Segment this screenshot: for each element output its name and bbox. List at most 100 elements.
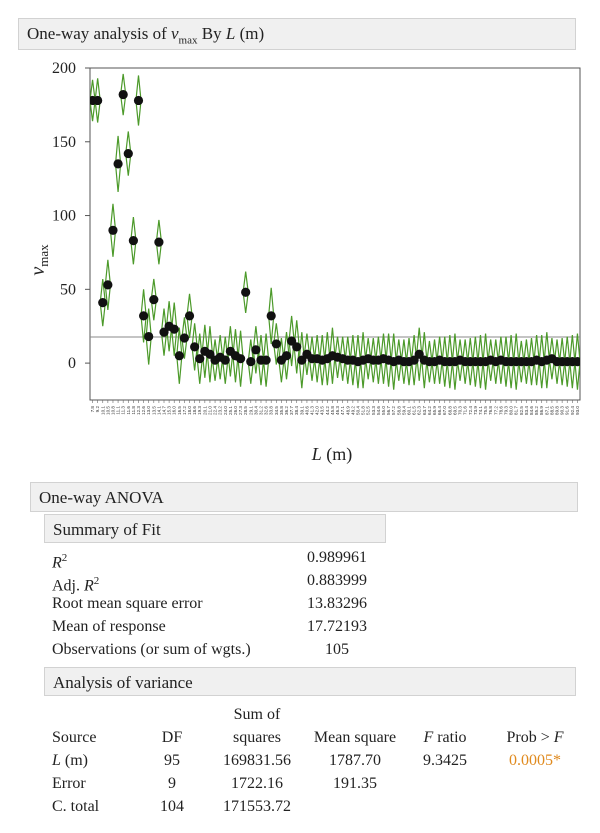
plot-area (90, 73, 580, 390)
x-tick-label: 20.1 (202, 406, 207, 415)
means-diamond (313, 335, 321, 383)
means-diamond (206, 326, 214, 383)
fit-label: R (84, 577, 94, 595)
x-tick-label: 18.0 (187, 406, 192, 415)
means-diamond (344, 336, 351, 384)
means-diamond (507, 335, 515, 389)
means-diamond (436, 336, 443, 384)
title-xvar: L (225, 24, 236, 43)
means-diamond (237, 330, 244, 387)
means-diamond (94, 78, 101, 123)
data-point (138, 311, 149, 321)
means-diamond (365, 337, 372, 380)
row-f: 9.3425 (423, 752, 467, 769)
title-yvar: v (171, 24, 179, 43)
row-df: 104 (160, 798, 184, 815)
x-tick-label: 64.2 (427, 406, 432, 415)
means-diamond (125, 131, 132, 176)
col-source: Source (52, 729, 97, 746)
fit-value: 0.883999 (307, 572, 367, 589)
means-diamond (155, 219, 163, 265)
x-tick-label: 19.3 (197, 406, 202, 415)
means-diamond (262, 333, 270, 387)
anova-header: One-way ANOVA (30, 482, 578, 512)
means-diamond (380, 333, 387, 384)
x-tick-label: 11.8 (131, 406, 136, 415)
x-tick-label: 86.9 (539, 406, 544, 415)
means-diamond (472, 336, 479, 387)
means-diamond (99, 278, 106, 327)
fit-label: Mean of response (52, 618, 166, 635)
x-tick-label: 75.5 (483, 406, 488, 415)
x-tick-label: 38.4 (294, 406, 299, 415)
x-tick-label: 37.7 (289, 406, 294, 415)
means-diamond (135, 75, 142, 126)
plot-title: One-way analysis of vmax By L (m) (18, 18, 576, 50)
means-diamond (298, 332, 305, 389)
y-tick-label: 150 (52, 134, 76, 151)
means-diamond (171, 302, 178, 356)
x-tick-label: 44.2 (325, 406, 330, 415)
data-point (235, 354, 246, 364)
data-point (103, 280, 113, 290)
means-diamond (227, 326, 234, 377)
means-diamond (405, 337, 413, 386)
x-tick-label: 53.3 (371, 406, 376, 415)
data-point (174, 351, 184, 361)
y-tick-label: 200 (52, 60, 76, 77)
x-tick-label: 54.6 (376, 406, 381, 415)
means-diamond (513, 333, 520, 390)
means-diamond (462, 339, 469, 384)
fit-label: Root mean square error (52, 595, 203, 612)
data-point (220, 355, 230, 365)
fit-row-adj-r2: Adj. R2 0.883999 (52, 570, 392, 595)
plot-frame (89, 67, 581, 401)
means-diamond (482, 333, 489, 390)
col-p-italic: F (553, 729, 564, 746)
row-source: Error (52, 775, 86, 792)
means-diamond (451, 333, 459, 390)
col-ms: Mean square (313, 729, 397, 746)
data-point (144, 331, 154, 342)
x-tick-label: 79.3 (503, 406, 508, 415)
x-tick-label: 34.5 (274, 406, 279, 415)
data-point (154, 237, 164, 247)
x-tick-label: 74.1 (478, 406, 483, 415)
data-point (108, 225, 118, 235)
row-prob: 0.0005* (509, 752, 561, 769)
means-diamond (395, 339, 402, 381)
x-tick-label: 87.1 (544, 406, 549, 415)
means-diamond (242, 271, 249, 314)
col-prob: Prob > F (492, 727, 578, 749)
means-diamond (114, 135, 122, 193)
x-tick-label: 45.8 (330, 406, 335, 415)
title-unit: (m) (235, 24, 265, 43)
fit-value: 0.989961 (307, 549, 367, 566)
x-tick-label: 25.1 (228, 406, 233, 415)
data-point (241, 287, 251, 297)
data-point (292, 342, 302, 352)
x-tick-label: 7.8 (90, 406, 95, 413)
x-tick-label: 81.7 (514, 406, 519, 415)
means-diamond (150, 278, 157, 321)
means-diamond (354, 335, 362, 389)
x-tick-label: 69.5 (452, 406, 457, 415)
x-tick-label: 9.2 (95, 406, 100, 413)
means-diamond (130, 216, 137, 265)
means-diamond (533, 335, 540, 386)
x-tick-label: 67.0 (442, 406, 447, 415)
x-tick-label: 11.6 (126, 406, 131, 415)
means-diamond (456, 339, 464, 381)
x-tick-label: 83.4 (524, 406, 529, 415)
means-diamond (400, 339, 408, 384)
x-tick-label: 10.1 (100, 406, 105, 415)
x-tick-label: 63.7 (422, 406, 427, 415)
means-diamond (181, 317, 188, 359)
x-axis-title: L (m) (311, 444, 353, 465)
x-tick-label: 78.6 (498, 406, 503, 415)
data-point (572, 357, 580, 367)
row-df: 95 (164, 752, 180, 769)
means-diamond (385, 333, 392, 387)
x-tick-label: 26.0 (233, 406, 238, 415)
means-diamond (497, 336, 505, 384)
